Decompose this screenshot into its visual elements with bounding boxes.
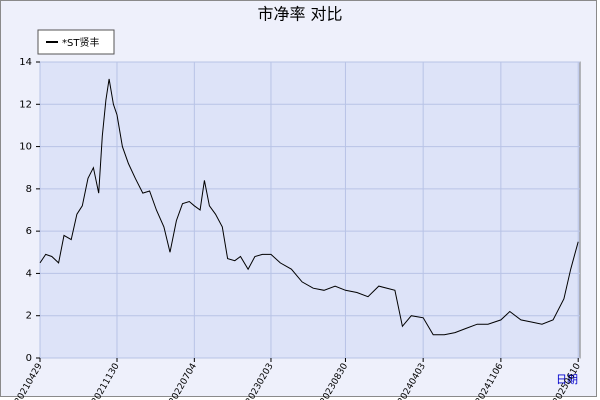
- chart-title: 市净率 对比: [257, 5, 342, 24]
- x-axis-label: 日期: [556, 373, 578, 386]
- y-tick-label: 2: [26, 311, 32, 322]
- y-tick-label: 12: [19, 99, 32, 110]
- y-tick-label: 10: [19, 142, 32, 153]
- y-tick-label: 6: [26, 226, 32, 237]
- y-tick-label: 0: [26, 353, 32, 364]
- y-tick-label: 4: [26, 268, 32, 279]
- y-tick-label: 8: [26, 184, 32, 195]
- y-tick-label: 14: [19, 57, 32, 68]
- plot-area: [39, 61, 581, 359]
- series-line: [39, 78, 579, 336]
- legend-label: *ST贤丰: [62, 36, 99, 49]
